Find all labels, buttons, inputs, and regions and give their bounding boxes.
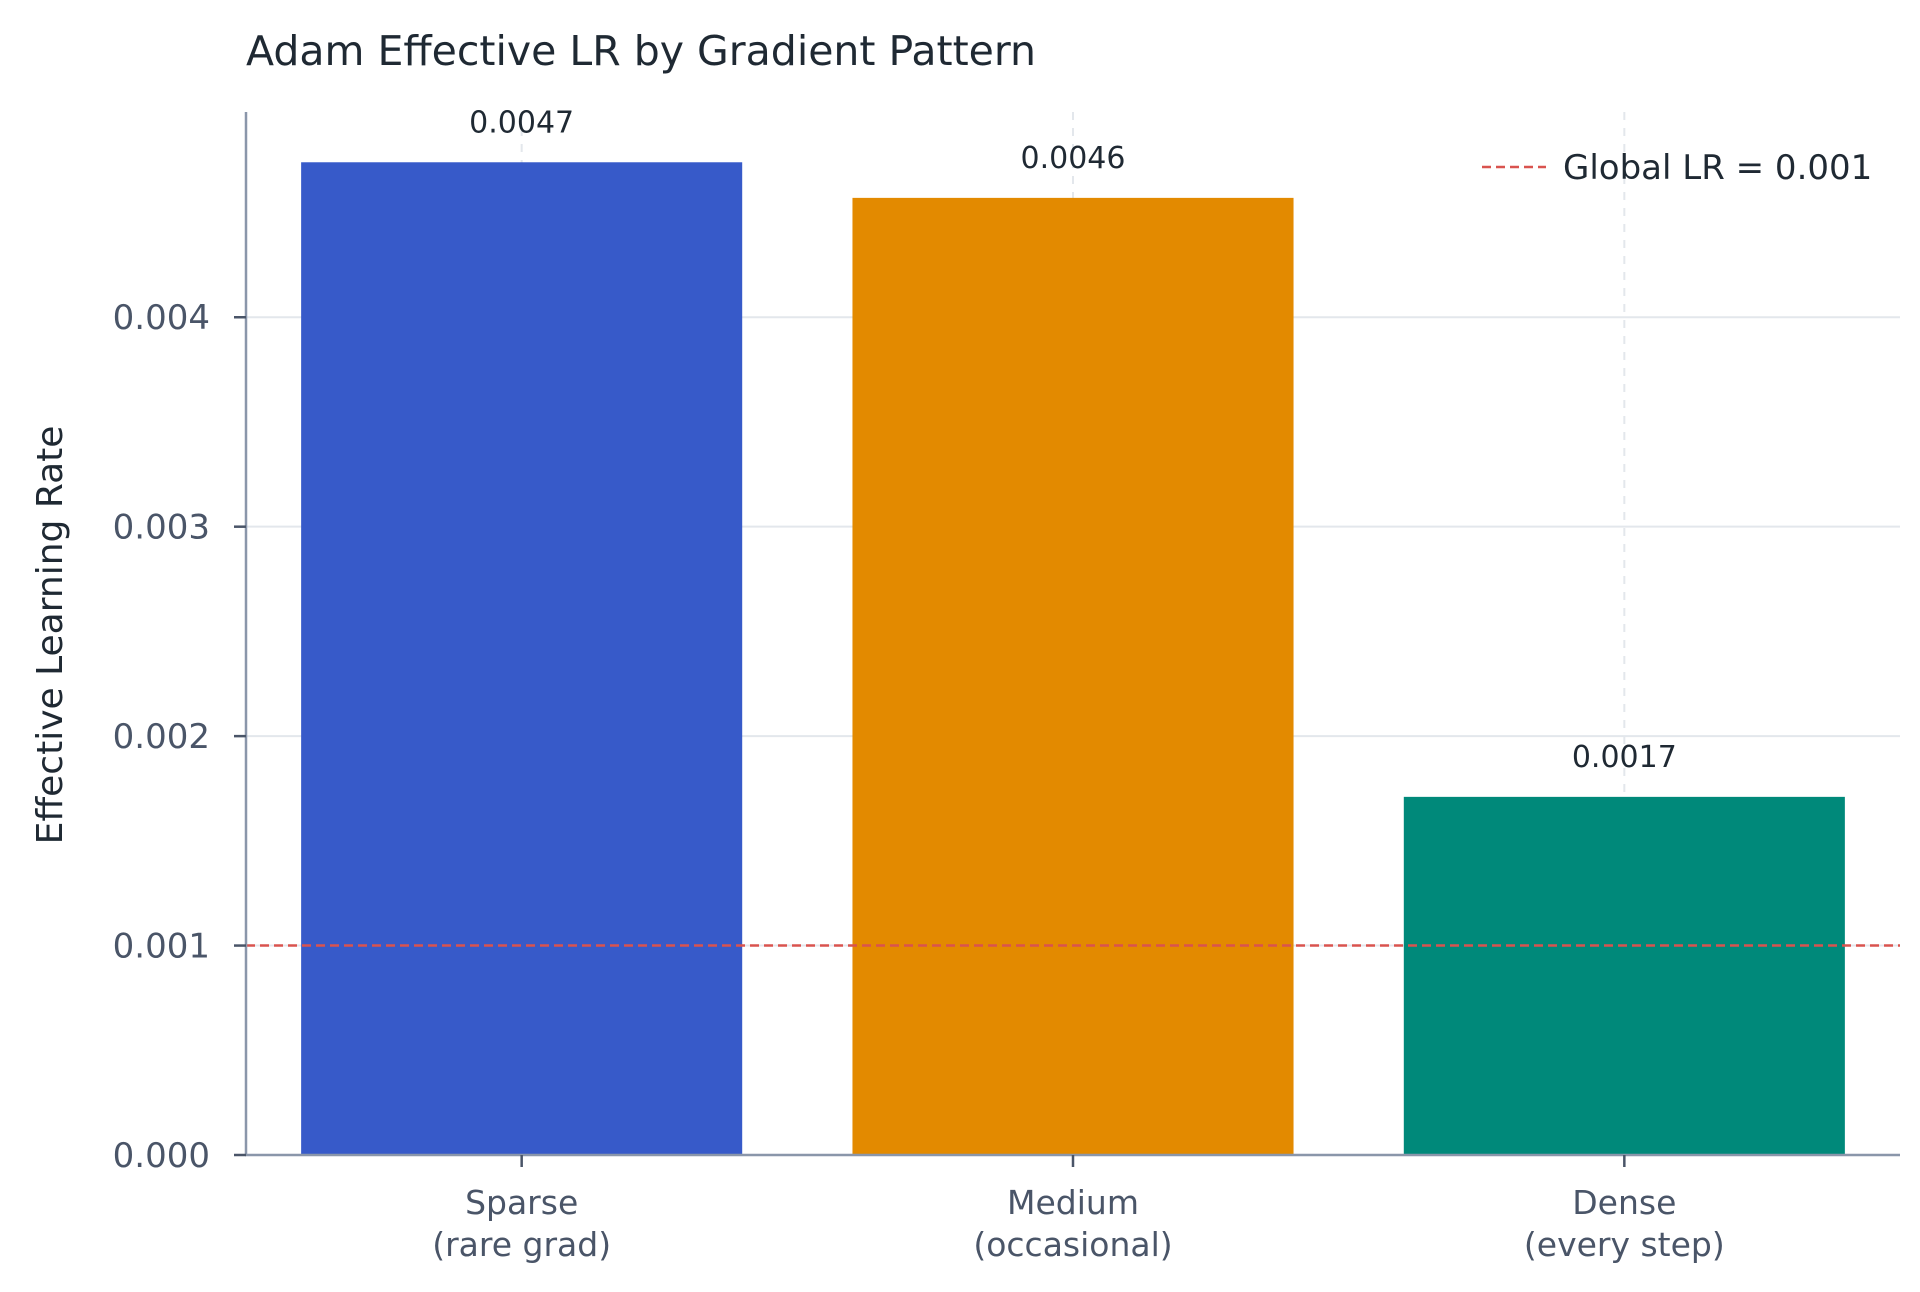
- x-tick-label: Sparse (rare grad): [432, 1183, 611, 1264]
- x-tick-label-line: (every step): [1524, 1225, 1725, 1264]
- x-tick-label-line: Dense: [1572, 1183, 1676, 1222]
- y-tick-label: 0.003: [113, 508, 210, 548]
- bar: [1403, 796, 1845, 1155]
- x-tick-label-line: Medium: [1007, 1183, 1139, 1222]
- bar: [852, 197, 1294, 1155]
- x-tick-label-line: Sparse: [465, 1183, 578, 1222]
- bar-value-label: 0.0047: [469, 105, 574, 140]
- legend-label: Global LR = 0.001: [1563, 148, 1872, 188]
- bars: [301, 162, 1845, 1155]
- y-tick-label: 0.001: [113, 927, 210, 967]
- labels: 0.0047 0.0046 0.0017 0.000 0.001 0.002 0.003 0.…: [113, 105, 1725, 1264]
- y-axis-label: Effective Learning Rate: [30, 426, 71, 845]
- chart-title: Adam Effective LR by Gradient Pattern: [246, 27, 1036, 75]
- bar: [301, 162, 743, 1155]
- y-tick-label: 0.000: [113, 1136, 210, 1176]
- legend: Global LR = 0.001: [1482, 148, 1872, 188]
- x-tick-label: Dense (every step): [1524, 1183, 1725, 1264]
- y-tick-label: 0.002: [113, 717, 210, 757]
- y-tick-label: 0.004: [113, 298, 210, 338]
- x-tick-label: Medium (occasional): [973, 1183, 1172, 1264]
- axes: [234, 112, 1900, 1167]
- bar-value-label: 0.0046: [1021, 141, 1126, 176]
- bar-value-label: 0.0017: [1572, 740, 1677, 775]
- x-tick-label-line: (rare grad): [432, 1225, 611, 1264]
- x-tick-label-line: (occasional): [973, 1225, 1172, 1264]
